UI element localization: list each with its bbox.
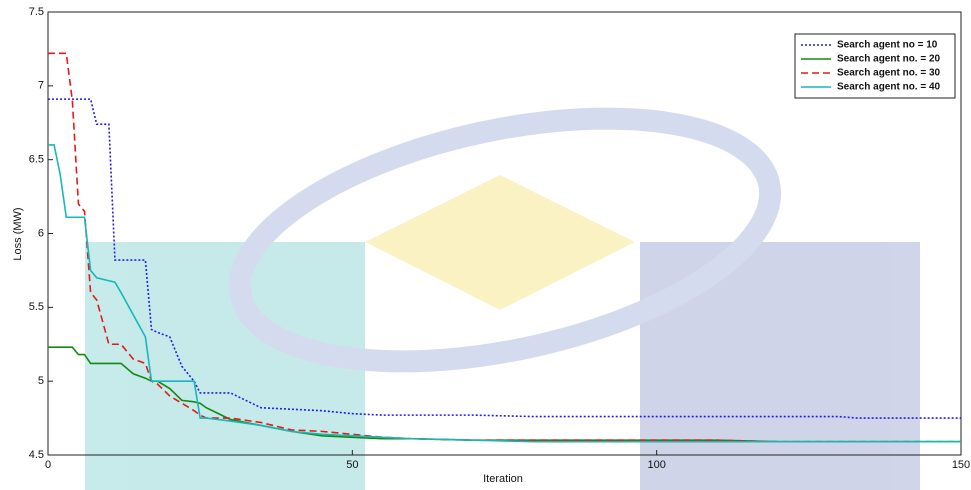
- y-tick-label: 7.5: [29, 6, 44, 18]
- legend-label: Search agent no. = 20: [837, 54, 941, 65]
- watermark: [85, 76, 920, 490]
- page: Iteration Loss (MW) 4.5 5 5.5 6 6.5 7 7.5 0 50 10…: [0, 0, 971, 490]
- chart: Iteration Loss (MW) 4.5 5 5.5 6 6.5 7 7.5 0 50 10…: [0, 0, 971, 490]
- watermark-block: [640, 242, 920, 490]
- watermark-block: [85, 242, 365, 490]
- y-axis-label: Loss (MW): [12, 207, 24, 260]
- x-tick-label: 0: [45, 459, 51, 471]
- x-tick-label: 150: [952, 459, 970, 471]
- x-axis-label: Iteration: [483, 473, 523, 485]
- y-tick-label: 5: [38, 375, 44, 387]
- y-tick-label: 6.5: [29, 154, 44, 166]
- y-tick-label: 7: [38, 80, 44, 92]
- y-tick-label: 6: [38, 227, 44, 239]
- legend-label: Search agent no. = 30: [837, 68, 941, 79]
- legend-label: Search agent no. = 40: [837, 82, 941, 93]
- x-tick-label: 50: [346, 459, 358, 471]
- x-tick-label: 100: [647, 459, 665, 471]
- watermark-diamond: [365, 175, 635, 310]
- y-tick-label: 5.5: [29, 301, 44, 313]
- legend-label: Search agent no = 10: [837, 40, 938, 51]
- y-tick-label: 4.5: [29, 449, 44, 461]
